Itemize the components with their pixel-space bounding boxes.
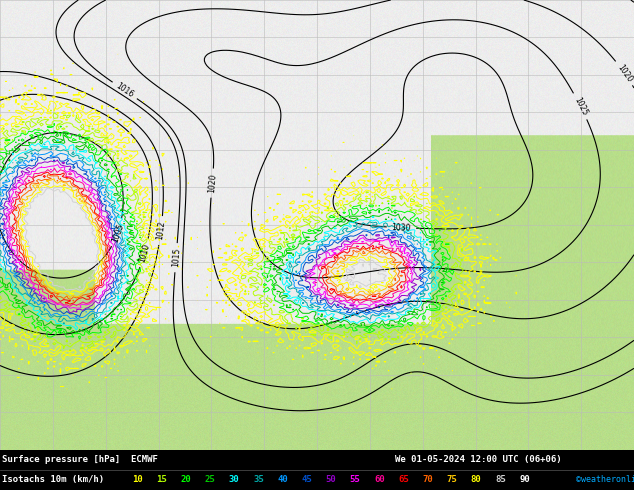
Text: 1020: 1020 xyxy=(615,63,633,84)
Text: We 01-05-2024 12:00 UTC (06+06): We 01-05-2024 12:00 UTC (06+06) xyxy=(395,455,562,465)
Text: 60: 60 xyxy=(374,475,385,485)
Text: 1005: 1005 xyxy=(110,222,125,244)
Text: Isotachs 10m (km/h): Isotachs 10m (km/h) xyxy=(2,475,104,485)
Text: 30: 30 xyxy=(229,475,240,485)
Text: 10: 10 xyxy=(132,475,143,485)
Text: 1025: 1025 xyxy=(572,96,589,117)
Text: 40: 40 xyxy=(277,475,288,485)
Text: 1030: 1030 xyxy=(392,223,411,233)
Text: 75: 75 xyxy=(446,475,457,485)
Text: 90: 90 xyxy=(519,475,530,485)
Text: 1010: 1010 xyxy=(138,243,152,264)
Text: 45: 45 xyxy=(301,475,312,485)
Text: 1015: 1015 xyxy=(171,248,181,268)
Text: 1012: 1012 xyxy=(155,220,167,241)
Text: 25: 25 xyxy=(205,475,216,485)
Text: 1016: 1016 xyxy=(114,81,135,99)
Text: 1020: 1020 xyxy=(207,173,217,193)
Text: 70: 70 xyxy=(422,475,433,485)
Text: 20: 20 xyxy=(181,475,191,485)
Text: 80: 80 xyxy=(471,475,482,485)
Text: 15: 15 xyxy=(156,475,167,485)
Text: 85: 85 xyxy=(495,475,506,485)
Text: Surface pressure [hPa]  ECMWF: Surface pressure [hPa] ECMWF xyxy=(2,455,158,465)
Text: ©weatheronline.co.uk: ©weatheronline.co.uk xyxy=(576,475,634,485)
Text: 55: 55 xyxy=(350,475,361,485)
Text: 65: 65 xyxy=(398,475,409,485)
Text: 35: 35 xyxy=(253,475,264,485)
Text: 50: 50 xyxy=(326,475,337,485)
